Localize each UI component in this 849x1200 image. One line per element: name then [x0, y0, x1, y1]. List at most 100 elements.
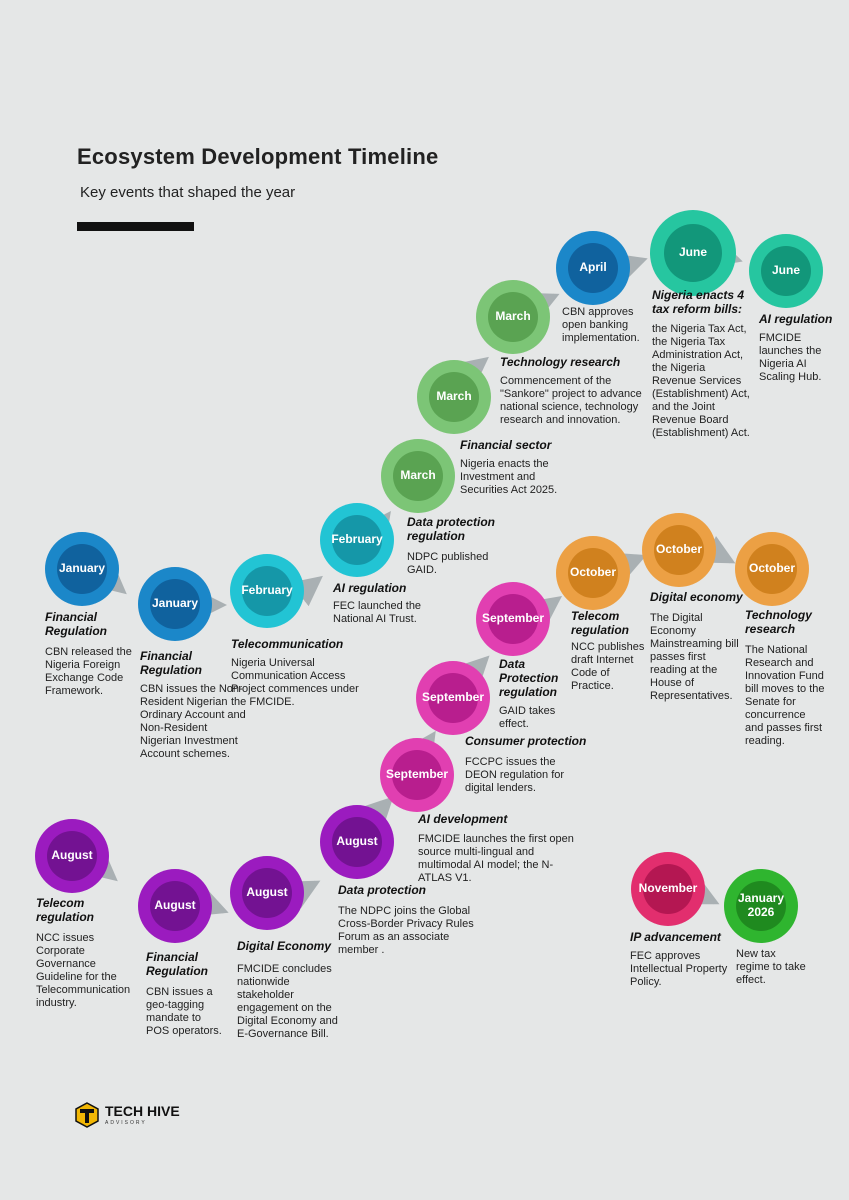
node-date-label: October: [569, 565, 616, 580]
event-description: CBN issues the Non-Resident Nigerian Ord…: [140, 683, 246, 760]
timeline-node: August: [230, 856, 304, 930]
event-category: AI regulation: [759, 312, 833, 326]
page-title: Ecosystem Development Timeline: [77, 144, 439, 169]
event-description: CBN released the Nigeria Foreign Exchang…: [45, 646, 132, 697]
node-date-label: January 2026: [738, 891, 785, 919]
event-category: Data protection: [338, 883, 427, 897]
event-category: Technology research: [500, 355, 621, 369]
event-description: NCC issues Corporate Governance Guidelin…: [36, 932, 131, 1009]
event-text: AI regulation FMCIDE launches the Nigeria…: [759, 312, 839, 384]
event-description: Nigeria enacts the Investment and Securi…: [460, 458, 558, 496]
event-text: Digital economy The Digital Economy Mains…: [650, 590, 745, 703]
event-description: Nigeria Universal Communication Access P…: [231, 657, 359, 708]
timeline-node: September: [476, 582, 550, 656]
event-category: Financial Regulation: [45, 610, 107, 638]
event-text: Financial sector Nigeria enacts the Inves…: [460, 438, 575, 497]
event-description: The NDPC joins the Global Cross-Border P…: [338, 905, 474, 956]
event-text: Telecom regulation NCC publishes draft In…: [571, 609, 646, 693]
event-description: CBN approves open banking implementation…: [562, 306, 640, 344]
page-subtitle: Key events that shaped the year: [80, 184, 296, 201]
event-description: the Nigeria Tax Act, the Nigeria Tax Adm…: [652, 323, 750, 439]
event-category: Consumer protection: [465, 734, 587, 748]
event-text: Consumer protection FCCPC issues the DEON…: [465, 734, 590, 795]
event-description: NCC publishes draft Internet Code of Pra…: [571, 641, 645, 692]
event-description: CBN issues a geo-tagging mandate to POS …: [146, 986, 222, 1037]
event-text: Data protection regulation NDPC published…: [407, 515, 517, 577]
event-text: New tax regime to take effect.: [736, 948, 806, 987]
timeline-node: February: [320, 503, 394, 577]
event-category: AI regulation: [333, 581, 407, 595]
node-date-label: August: [51, 848, 93, 863]
node-date-label: September: [481, 611, 545, 626]
event-text: Data Protection regulation GAID takes eff…: [499, 657, 569, 731]
tech-hive-logo-icon: [75, 1102, 99, 1128]
node-date-label: March: [400, 468, 436, 483]
event-text: Technology research Commencement of the "…: [500, 355, 650, 427]
timeline-node: April: [556, 231, 630, 305]
node-date-label: March: [436, 389, 472, 404]
event-description: The National Research and Innovation Fun…: [745, 644, 825, 747]
node-date-label: June: [771, 263, 800, 278]
node-date-label: August: [336, 834, 378, 849]
event-description: FCCPC issues the DEON regulation for dig…: [465, 756, 565, 794]
timeline-node: September: [416, 661, 490, 735]
timeline-node: March: [381, 439, 455, 513]
timeline-node: October: [556, 536, 630, 610]
timeline-node: October: [735, 532, 809, 606]
timeline-node: August: [138, 869, 212, 943]
timeline-node: January: [138, 567, 212, 641]
event-text: Financial Regulation CBN released the Nig…: [45, 610, 145, 698]
event-description: FMCIDE concludes nationwide stakeholder …: [237, 963, 338, 1040]
event-category: AI development: [418, 812, 508, 826]
event-description: Commencement of the "Sankore" project to…: [500, 375, 642, 426]
event-text: Nigeria enacts 4 tax reform bills: the Ni…: [652, 288, 752, 440]
node-date-label: October: [748, 561, 795, 576]
title-underline-bar: [77, 222, 194, 231]
event-text: Financial Regulation CBN issues the Non-R…: [140, 649, 250, 761]
node-date-label: March: [495, 309, 531, 324]
event-text: Digital Economy FMCIDE concludes nationwi…: [237, 939, 347, 1041]
timeline-node: August: [320, 805, 394, 879]
timeline-node: February: [230, 554, 304, 628]
node-date-label: October: [655, 542, 702, 557]
node-date-label: August: [154, 898, 196, 913]
event-category: Telecommunication: [231, 637, 344, 651]
timeline-node: June: [650, 210, 736, 296]
timeline-node: September: [380, 738, 454, 812]
event-text: AI regulation FEC launched the National A…: [333, 581, 443, 626]
event-text: Data protection The NDPC joins the Global…: [338, 883, 483, 957]
event-text: Financial Regulation CBN issues a geo-tag…: [146, 950, 226, 1038]
event-category: Telecom regulation: [571, 609, 630, 637]
node-date-label: January: [58, 561, 106, 576]
node-date-label: November: [638, 881, 698, 896]
event-text: CBN approves open banking implementation…: [562, 306, 652, 345]
timeline-node: June: [749, 234, 823, 308]
timeline-node: November: [631, 852, 705, 926]
event-description: The Digital Economy Mainstreaming bill p…: [650, 612, 739, 702]
timeline-node: March: [417, 360, 491, 434]
node-date-label: April: [579, 260, 607, 275]
event-description: FEC approves Intellectual Property Polic…: [630, 950, 728, 988]
node-date-label: February: [241, 583, 293, 598]
event-category: Nigeria enacts 4 tax reform bills:: [652, 288, 745, 316]
event-category: Digital economy: [650, 590, 743, 604]
event-description: NDPC published GAID.: [407, 551, 489, 576]
logo-name: TECH HIVE: [105, 1103, 180, 1119]
event-category: Telecom regulation: [36, 896, 95, 924]
event-category: Data Protection regulation: [499, 657, 559, 699]
event-category: Financial Regulation: [146, 950, 208, 978]
node-date-label: September: [421, 690, 485, 705]
timeline-node: August: [35, 819, 109, 893]
event-category: Financial Regulation: [140, 649, 202, 677]
timeline-node: October: [642, 513, 716, 587]
event-description: New tax regime to take effect.: [736, 948, 806, 986]
event-text: Technology research The National Research…: [745, 608, 825, 748]
event-category: Financial sector: [460, 438, 552, 452]
node-date-label: September: [385, 767, 449, 782]
event-category: IP advancement: [630, 930, 721, 944]
event-category: Technology research: [745, 608, 812, 636]
event-text: Telecommunication Nigeria Universal Commu…: [231, 637, 361, 709]
event-text: IP advancement FEC approves Intellectual …: [630, 930, 730, 989]
timeline-node: January 2026: [724, 869, 798, 943]
event-text: Telecom regulation NCC issues Corporate G…: [36, 896, 136, 1010]
